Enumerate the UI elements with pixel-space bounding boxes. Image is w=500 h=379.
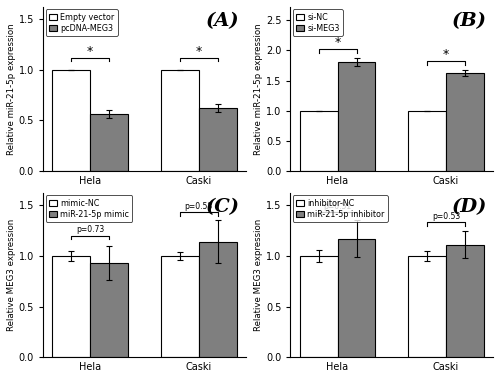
Bar [408,256,446,357]
Text: (C): (C) [206,198,240,216]
Bar [52,70,90,171]
Text: p=0.53: p=0.53 [432,212,460,221]
Legend: si-NC, si-MEG3: si-NC, si-MEG3 [293,9,343,36]
Text: *: * [443,48,449,61]
Bar [90,263,128,357]
Y-axis label: Relative MEG3 expression: Relative MEG3 expression [254,219,263,331]
Text: (B): (B) [452,12,487,30]
Legend: inhibitor-NC, miR-21-5p inhibitor: inhibitor-NC, miR-21-5p inhibitor [293,196,388,222]
Bar [446,245,484,357]
Text: p=0.73: p=0.73 [76,226,104,235]
Text: *: * [334,36,340,49]
Bar [198,108,236,171]
Bar [338,239,376,357]
Bar [300,111,338,171]
Text: p=0.51: p=0.51 [324,202,351,211]
Bar [338,62,376,171]
Bar [300,256,338,357]
Bar [160,70,198,171]
Legend: mimic-NC, miR-21-5p mimic: mimic-NC, miR-21-5p mimic [46,196,132,222]
Text: p=0.58: p=0.58 [184,202,212,211]
Y-axis label: Relative miR-21-5p expression: Relative miR-21-5p expression [254,23,263,155]
Text: *: * [196,45,202,58]
Bar [408,111,446,171]
Y-axis label: Relative MEG3 expression: Relative MEG3 expression [7,219,16,331]
Bar [446,74,484,171]
Text: *: * [87,45,94,58]
Text: (A): (A) [206,12,240,30]
Bar [90,114,128,171]
Y-axis label: Relative miR-21-5p expression: Relative miR-21-5p expression [7,23,16,155]
Bar [52,256,90,357]
Bar [198,242,236,357]
Text: (D): (D) [452,198,487,216]
Bar [160,256,198,357]
Legend: Empty vector, pcDNA-MEG3: Empty vector, pcDNA-MEG3 [46,9,118,36]
